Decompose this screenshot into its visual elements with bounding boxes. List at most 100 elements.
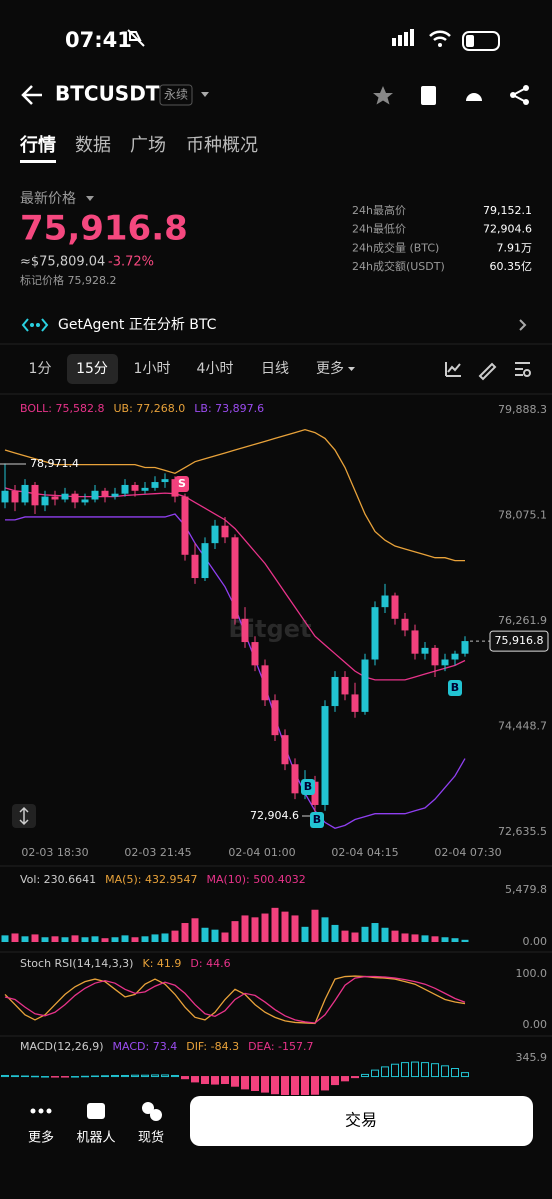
- candle-body: [21, 484, 29, 503]
- volume-bar: [111, 937, 119, 942]
- volume-bar: [91, 936, 99, 942]
- candle-body: [381, 595, 389, 608]
- share-icon[interactable]: [510, 85, 529, 105]
- volume-bar: [11, 933, 19, 942]
- y-tick-label: 0.00: [523, 935, 548, 948]
- candle-body: [361, 659, 369, 712]
- bottom-item[interactable]: 现货: [138, 1130, 164, 1146]
- macd-bar: [181, 1076, 189, 1080]
- notes-icon[interactable]: [421, 86, 436, 105]
- symbol-dropdown[interactable]: [201, 92, 209, 97]
- volume-bar: [31, 934, 39, 942]
- current-price-box: [489, 630, 549, 652]
- macd-bar: [71, 1076, 79, 1078]
- trade-button-label: 交易: [345, 1111, 377, 1130]
- signal-marker: [301, 779, 315, 795]
- signal-marker: [448, 680, 462, 696]
- candle-body: [151, 482, 159, 488]
- volume-bar: [421, 935, 429, 942]
- volume-bar: [51, 936, 59, 942]
- volume-bar: [231, 921, 239, 942]
- symbol: BTCUSDT: [55, 82, 160, 106]
- timeframe[interactable]: 1小时: [134, 361, 171, 377]
- candle-body: [221, 525, 229, 538]
- macd-bar: [211, 1076, 219, 1085]
- timeframe[interactable]: 1分: [29, 361, 52, 377]
- macd-bar: [91, 1075, 99, 1078]
- stats: 24h最高价 79,152.1 24h最低价 72,904.6 24h成交量 (BTC)…: [352, 203, 532, 273]
- watermark: Bitget: [229, 615, 312, 643]
- candle-body: [161, 479, 169, 483]
- timeframe[interactable]: 更多: [316, 360, 344, 377]
- volume-bar: [21, 936, 29, 942]
- volume-bar: [271, 907, 279, 942]
- volume-bar: [431, 936, 439, 942]
- favorite-icon[interactable]: [373, 86, 393, 105]
- stat-label: 24h成交额(USDT): [352, 259, 445, 273]
- price-dropdown[interactable]: [86, 196, 94, 201]
- tab[interactable]: 行情: [19, 134, 56, 156]
- agent-text[interactable]: GetAgent 正在分析 BTC: [58, 317, 217, 333]
- volume-bar: [441, 937, 449, 942]
- candle-body: [401, 618, 409, 631]
- chart-tools[interactable]: [445, 362, 531, 381]
- y-tick-label: 72,635.5: [498, 825, 547, 838]
- y-tick-label: 5,479.8: [505, 883, 547, 896]
- y-tick-label: 345.9: [516, 1051, 548, 1064]
- indicator-legend: MA(5): 432.9547: [105, 873, 197, 886]
- x-tick-label: 02-04 04:15: [331, 846, 398, 859]
- agent-icon: [21, 318, 49, 332]
- candle-body: [101, 490, 109, 497]
- candle-body: [211, 525, 219, 544]
- volume-bar: [281, 911, 289, 942]
- chart: BOLL: 75,582.8 UB: 77,268.0 LB: 73,897.6 79…: [0, 402, 552, 1096]
- agent-chevron[interactable]: [519, 319, 527, 331]
- timeframe[interactable]: 4小时: [197, 361, 234, 377]
- macd-bar: [11, 1075, 19, 1078]
- macd-bar: [81, 1075, 89, 1078]
- macd-bar: [321, 1076, 329, 1091]
- indicator-legend: BOLL: 75,582.8: [20, 402, 104, 415]
- macd-bar: [171, 1074, 179, 1078]
- macd-bar: [351, 1076, 359, 1079]
- volume-bar: [151, 934, 159, 942]
- candle-body: [51, 496, 59, 500]
- macd-bar: [361, 1073, 369, 1078]
- indicator-legend: DEA: -157.7: [248, 1040, 313, 1053]
- macd-bar: [421, 1062, 429, 1078]
- volume-bar: [171, 930, 179, 942]
- bottom-item[interactable]: 机器人: [76, 1131, 115, 1146]
- volume-bar: [341, 930, 349, 942]
- candle-body: [231, 537, 239, 619]
- contract-tag: 永续: [164, 88, 188, 102]
- timeframe[interactable]: 日线: [261, 361, 289, 377]
- volume-bar: [211, 929, 219, 942]
- more-dropdown[interactable]: [348, 367, 355, 371]
- macd-bar: [341, 1076, 349, 1082]
- price-label: 最新价格: [20, 191, 76, 207]
- timeframe[interactable]: 15分: [76, 361, 108, 377]
- tab[interactable]: 币种概况: [186, 135, 258, 156]
- macd-bar: [251, 1076, 259, 1091]
- macd-bar: [221, 1076, 229, 1085]
- tab[interactable]: 广场: [130, 135, 166, 156]
- indicator-legend: DIF: -84.3: [186, 1040, 239, 1053]
- stat-label: 24h最低价: [352, 223, 406, 236]
- status-time: 07:41: [65, 28, 132, 52]
- tab[interactable]: 数据: [75, 135, 111, 156]
- candle-body: [191, 554, 199, 579]
- back-button[interactable]: [21, 85, 42, 105]
- last-price: 75,916.8: [20, 209, 188, 249]
- candle-body: [281, 735, 289, 765]
- candle-body: [81, 499, 89, 503]
- volume-bar: [251, 917, 259, 942]
- macd-bar: [21, 1075, 29, 1078]
- volume-bar: [361, 926, 369, 942]
- bottom-icons: [30, 1102, 162, 1121]
- trade-button[interactable]: [190, 1096, 533, 1146]
- indicator-legend: Vol: 230.6641: [20, 873, 96, 886]
- bottom-item[interactable]: 更多: [28, 1130, 54, 1146]
- candle-body: [371, 607, 379, 660]
- bot-icon[interactable]: [466, 93, 482, 101]
